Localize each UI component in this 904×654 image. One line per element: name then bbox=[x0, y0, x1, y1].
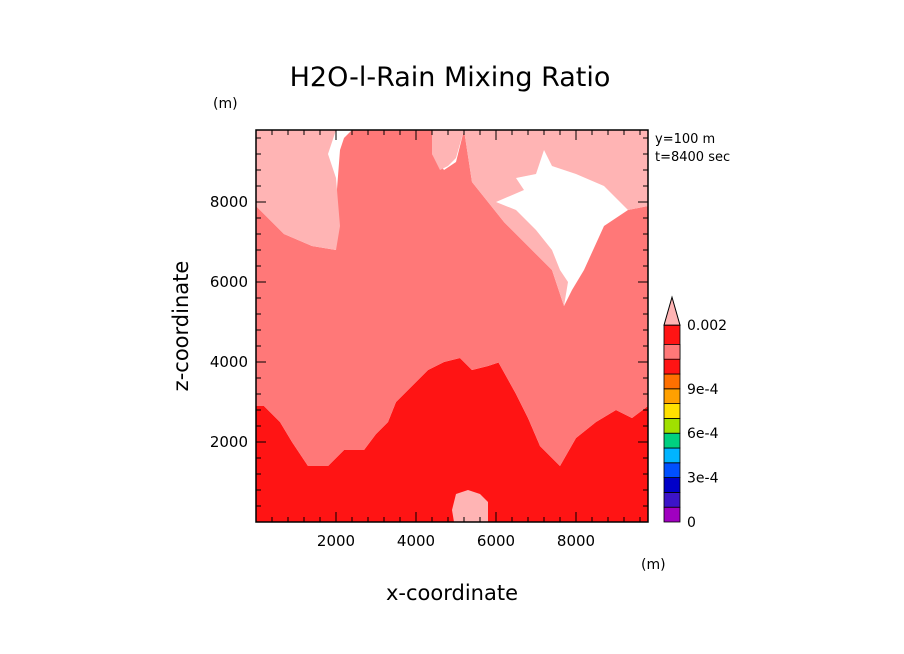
y-tick-label: 6000 bbox=[210, 273, 248, 291]
x-tick-label: 6000 bbox=[477, 532, 515, 550]
colorbar-tick-label: 6e-4 bbox=[687, 426, 719, 442]
colorbar-band bbox=[663, 432, 681, 449]
axis-ticks bbox=[256, 130, 648, 522]
region-light-pink-top-mid bbox=[432, 130, 464, 170]
y-unit-label: (m) bbox=[213, 96, 238, 112]
colorbar-tick-label: 9e-4 bbox=[687, 382, 719, 398]
colorbar-band bbox=[663, 388, 681, 404]
colorbar-band bbox=[663, 417, 681, 434]
x-tick-label: 4000 bbox=[397, 532, 435, 550]
y-position-label: y=100 m bbox=[655, 132, 715, 147]
colorbar-tick-label: 0 bbox=[687, 515, 696, 531]
y-tick-labels: 2000 4000 6000 8000 bbox=[210, 193, 248, 451]
x-tick-label: 8000 bbox=[557, 532, 595, 550]
region-medium-pink bbox=[256, 130, 648, 466]
colorbar bbox=[663, 295, 681, 523]
colorbar-band bbox=[663, 462, 681, 478]
colorbar-band bbox=[663, 403, 681, 419]
x-tick-label: 2000 bbox=[317, 532, 355, 550]
colorbar-band bbox=[663, 477, 681, 493]
plot-frame bbox=[255, 129, 649, 523]
chart-title: H2O-l-Rain Mixing Ratio bbox=[290, 62, 611, 93]
colorbar-band bbox=[663, 447, 681, 464]
y-tick-label: 4000 bbox=[210, 353, 248, 371]
colorbar-labels: 0 3e-4 6e-4 9e-4 0.002 bbox=[687, 318, 727, 531]
y-tick-label: 2000 bbox=[210, 433, 248, 451]
contour-regions bbox=[256, 130, 648, 522]
colorbar-band bbox=[663, 373, 681, 390]
region-light-pink-bottom bbox=[452, 490, 488, 522]
region-light-pink-top-right bbox=[464, 130, 648, 306]
colorbar-band bbox=[663, 506, 681, 523]
colorbar-extend-arrow bbox=[663, 295, 681, 326]
x-unit-label: (m) bbox=[641, 557, 666, 573]
colorbar-tick-label: 0.002 bbox=[687, 318, 727, 334]
colorbar-band bbox=[663, 491, 681, 508]
region-dark-red bbox=[256, 330, 648, 522]
colorbar-band bbox=[663, 343, 681, 360]
x-axis-title: x-coordinate bbox=[386, 581, 518, 605]
region-light-pink-top-left bbox=[256, 130, 340, 250]
y-axis-title: z-coordinate bbox=[169, 261, 193, 392]
time-label: t=8400 sec bbox=[655, 150, 730, 165]
y-tick-label: 8000 bbox=[210, 193, 248, 211]
colorbar-tick-label: 3e-4 bbox=[687, 471, 719, 487]
x-tick-labels: 2000 4000 6000 8000 bbox=[317, 532, 595, 550]
